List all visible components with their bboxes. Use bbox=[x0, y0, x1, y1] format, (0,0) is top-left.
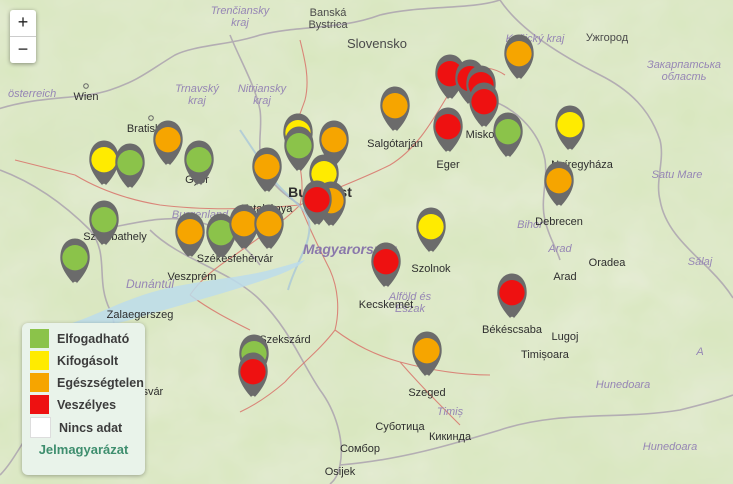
svg-text:Wien: Wien bbox=[73, 91, 98, 103]
svg-text:Banská: Banská bbox=[310, 7, 348, 19]
svg-text:kraj: kraj bbox=[188, 95, 206, 107]
svg-text:Lugoj: Lugoj bbox=[552, 331, 579, 343]
svg-text:Oradea: Oradea bbox=[589, 257, 627, 269]
svg-text:A: A bbox=[695, 346, 703, 358]
svg-text:Ужгород: Ужгород bbox=[586, 32, 629, 44]
svg-text:Trenčiansky: Trenčiansky bbox=[211, 5, 271, 17]
svg-text:Timiș: Timiș bbox=[437, 406, 464, 418]
svg-text:Satu Mare: Satu Mare bbox=[652, 169, 703, 181]
svg-text:kraj: kraj bbox=[253, 95, 271, 107]
svg-text:Timișoara: Timișoara bbox=[521, 349, 570, 361]
svg-text:Osijek: Osijek bbox=[325, 466, 356, 478]
svg-text:Hunedoara: Hunedoara bbox=[643, 441, 697, 453]
svg-text:Arad: Arad bbox=[547, 243, 572, 255]
svg-text:Bystrica: Bystrica bbox=[308, 19, 348, 31]
svg-text:Закарпатська: Закарпатська bbox=[647, 59, 721, 71]
svg-text:Trnavský: Trnavský bbox=[175, 83, 220, 95]
svg-text:Сомбор: Сомбор bbox=[340, 443, 380, 455]
svg-text:Veszprém: Veszprém bbox=[168, 271, 217, 283]
svg-text:Sălaj: Sălaj bbox=[688, 256, 713, 268]
svg-text:Kecskemét: Kecskemét bbox=[359, 299, 413, 311]
svg-text:Székesfehérvár: Székesfehérvár bbox=[197, 253, 274, 265]
svg-text:Zalaegerszeg: Zalaegerszeg bbox=[107, 309, 174, 321]
svg-text:Debrecen: Debrecen bbox=[535, 216, 583, 228]
svg-text:Суботица: Суботица bbox=[375, 421, 425, 433]
svg-text:Кикинда: Кикинда bbox=[429, 431, 472, 443]
svg-text:Eger: Eger bbox=[436, 159, 460, 171]
svg-text:Szolnok: Szolnok bbox=[411, 263, 451, 275]
svg-text:Nitriansky: Nitriansky bbox=[238, 83, 288, 95]
svg-text:Békéscsaba: Békéscsaba bbox=[482, 324, 543, 336]
svg-text:österreich: österreich bbox=[8, 88, 56, 100]
svg-text:область: область bbox=[662, 71, 707, 83]
svg-text:Hunedoara: Hunedoara bbox=[596, 379, 650, 391]
svg-text:Slovensko: Slovensko bbox=[347, 36, 407, 51]
svg-text:Szombathely: Szombathely bbox=[83, 231, 147, 243]
svg-text:Szeged: Szeged bbox=[408, 387, 445, 399]
svg-text:kraj: kraj bbox=[231, 17, 249, 29]
svg-text:Arad: Arad bbox=[553, 271, 576, 283]
svg-text:Salgótarján: Salgótarján bbox=[367, 138, 423, 150]
